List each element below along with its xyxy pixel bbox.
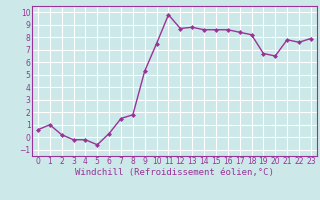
X-axis label: Windchill (Refroidissement éolien,°C): Windchill (Refroidissement éolien,°C) [75, 168, 274, 177]
